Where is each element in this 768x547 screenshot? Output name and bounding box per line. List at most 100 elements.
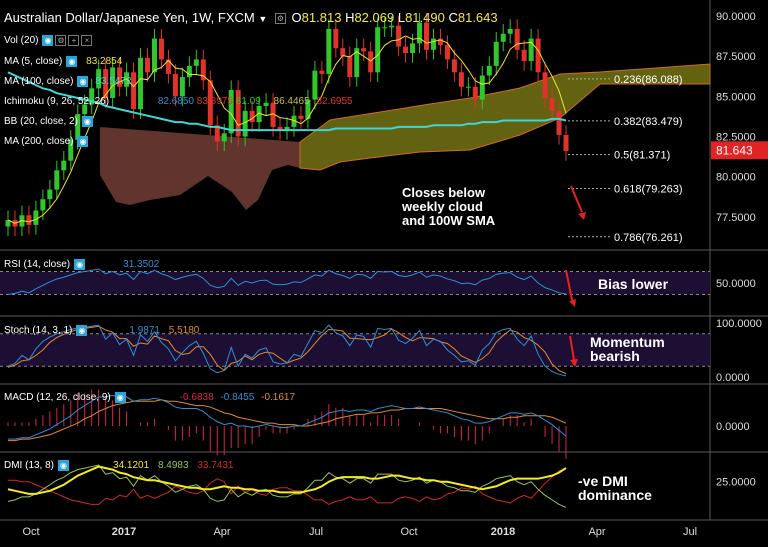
- indicator-bb[interactable]: BB (20, close, 2) ◉: [4, 116, 95, 127]
- candle-body: [382, 27, 388, 29]
- macd-line: [8, 394, 567, 440]
- settings-icon[interactable]: ⚙: [55, 35, 67, 46]
- indicator-stoch[interactable]: Stoch (14, 3, 1) ◉ 1.9871 5.5180: [4, 325, 199, 336]
- dmi-plus-value: 8.4983: [157, 460, 189, 472]
- header-buttons: ⚙: [274, 10, 288, 25]
- close-label: C: [448, 10, 458, 25]
- indicator-ma200-buttons: ◉: [77, 136, 90, 147]
- candle-body: [472, 86, 478, 100]
- indicator-macd-label: MACD (12, 26, close, 9): [4, 392, 111, 404]
- indicator-stoch-buttons: ◉: [76, 325, 89, 336]
- candle-body: [228, 89, 234, 134]
- indicator-vol[interactable]: Vol (20) ◉ ⚙ + ×: [4, 35, 94, 46]
- indicator-bb-label: BB (20, close, 2): [4, 116, 78, 128]
- visibility-icon[interactable]: ◉: [114, 392, 126, 403]
- candle-body: [200, 59, 206, 81]
- candle-body: [340, 48, 346, 57]
- visibility-icon[interactable]: ◉: [66, 56, 78, 67]
- macd-signal-line: [8, 399, 567, 442]
- ichimoku-value-2: 83.8975: [196, 96, 233, 107]
- candle-body: [131, 72, 137, 110]
- candle-body: [284, 126, 290, 131]
- visibility-icon[interactable]: ◉: [77, 136, 89, 147]
- visibility-icon[interactable]: ◉: [74, 259, 86, 270]
- candle-body: [291, 115, 297, 127]
- indicator-ma200[interactable]: MA (200, close) ◉: [4, 136, 90, 147]
- candle-body: [375, 27, 381, 73]
- annotation-line: dominance: [578, 487, 652, 503]
- indicator-rsi[interactable]: RSI (14, close) ◉ 31.3502: [4, 259, 159, 270]
- ma5-value: 83.2854: [86, 56, 123, 68]
- candle-body: [444, 44, 450, 60]
- indicator-rsi-label: RSI (14, close): [4, 259, 71, 271]
- macd-value-1: -0.6838: [179, 392, 214, 404]
- visibility-icon[interactable]: ◉: [77, 76, 89, 87]
- price-tick-label: 87.5000: [716, 51, 756, 63]
- candle-body: [179, 77, 185, 97]
- time-tick-label: Apr: [588, 526, 605, 538]
- indicator-ma100[interactable]: MA (100, close) ◉ 83.5472: [4, 76, 131, 87]
- candle-body: [158, 38, 164, 60]
- time-tick-label: 2017: [112, 526, 136, 538]
- dmi-tick-label: 25.0000: [716, 477, 756, 489]
- low-label: L: [397, 10, 406, 25]
- candle-body: [103, 69, 109, 98]
- indicator-ma5[interactable]: MA (5, close) ◉ 83.2854: [4, 56, 122, 67]
- indicator-vol-buttons: ◉ ⚙ + ×: [42, 35, 94, 46]
- candle-body: [486, 65, 492, 76]
- indicator-ma100-label: MA (100, close): [4, 76, 74, 88]
- dmi-plus-line: [7, 464, 567, 508]
- candle-body: [68, 139, 74, 161]
- indicator-ichimoku[interactable]: Ichimoku (9, 26, 52, 26) 82.6850 83.8975…: [4, 96, 353, 107]
- candle-body: [437, 38, 443, 45]
- indicator-bb-buttons: ◉: [81, 116, 95, 127]
- rsi-tick-label: 50.0000: [716, 278, 756, 290]
- price-tick-label: 85.0000: [716, 91, 756, 103]
- time-tick-label: Jul: [309, 526, 323, 538]
- open-label: O: [291, 10, 302, 25]
- settings-button[interactable]: ⚙: [274, 13, 286, 25]
- visibility-icon[interactable]: ◉: [58, 460, 70, 471]
- low-value: 81.490: [405, 10, 445, 25]
- indicator-stoch-label: Stoch (14, 3, 1): [4, 325, 73, 337]
- candle-body: [47, 189, 53, 200]
- candle-body: [221, 133, 227, 142]
- candle-body: [33, 210, 39, 225]
- close-value: 81.643: [457, 10, 498, 25]
- last-price-label: 81.643: [716, 143, 753, 157]
- down-arrow: [565, 269, 573, 301]
- dmi-minus-value: 33.7431: [197, 460, 234, 472]
- time-tick-label: Apr: [213, 526, 230, 538]
- indicator-dmi[interactable]: DMI (13, 8) ◉ 34.1201 8.4983 33.7431: [4, 460, 233, 471]
- macd-value-3: -0.1617: [261, 392, 296, 404]
- annotation-line: weekly cloud: [402, 199, 483, 214]
- candle-body: [389, 25, 395, 28]
- visibility-icon[interactable]: ◉: [81, 116, 93, 127]
- time-tick-label: Jul: [683, 526, 697, 538]
- candle-body: [521, 49, 527, 62]
- annotation-cloud: Closes below weekly cloud and 100W SMA: [402, 186, 495, 228]
- close-icon[interactable]: ×: [81, 35, 93, 46]
- candle-body: [500, 33, 506, 42]
- symbol-dropdown-icon[interactable]: ▼: [258, 14, 268, 24]
- candle-body: [479, 75, 485, 100]
- fib-level-label: 0.618(79.263): [614, 184, 683, 196]
- last-price-badge: [711, 141, 768, 160]
- visibility-icon[interactable]: ◉: [76, 325, 88, 336]
- time-tick-label: 2018: [491, 526, 515, 538]
- candle-body: [507, 28, 513, 34]
- ichimoku-value-3: 81.09: [235, 96, 261, 107]
- candle-body: [26, 215, 32, 225]
- candle-body: [151, 38, 157, 73]
- candle-body: [528, 38, 534, 62]
- candle-body: [249, 110, 255, 123]
- candle-body: [305, 99, 311, 119]
- indicator-macd[interactable]: MACD (12, 26, close, 9) ◉ -0.6838 -0.8455 …: [4, 392, 295, 403]
- candle-body: [235, 89, 241, 137]
- price-tick-label: 82.5000: [716, 132, 756, 144]
- candle-body: [82, 104, 88, 115]
- visibility-icon[interactable]: ◉: [42, 35, 54, 46]
- time-tick-label: Oct: [22, 526, 39, 538]
- add-icon[interactable]: +: [68, 35, 80, 46]
